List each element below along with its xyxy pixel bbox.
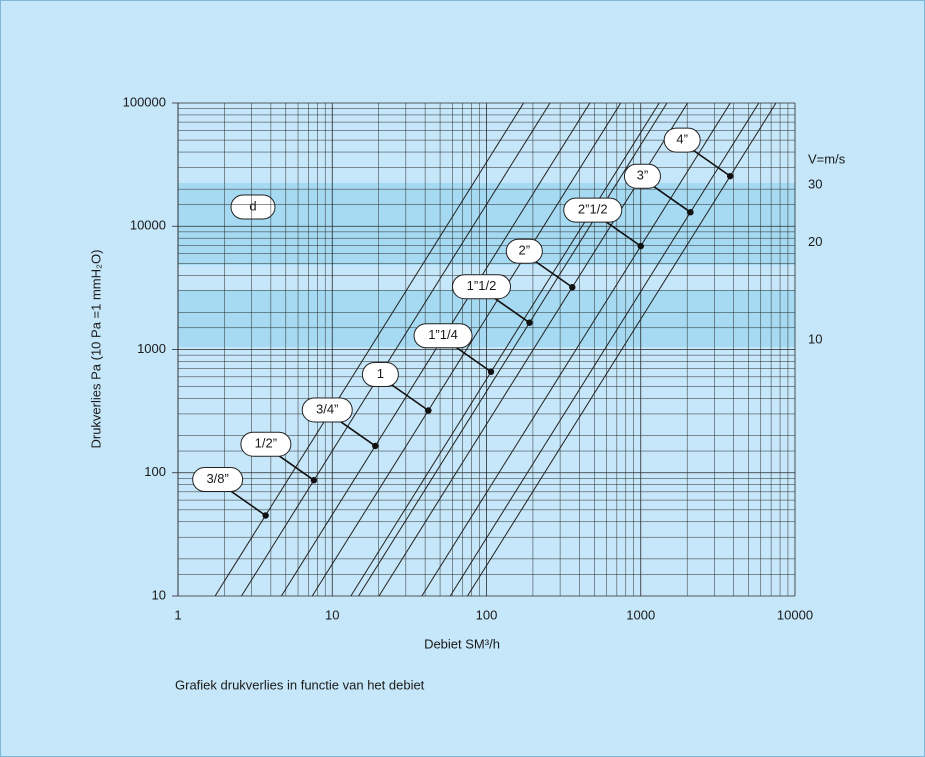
leader-line (600, 217, 642, 247)
x-tick-label: 10000 (777, 607, 813, 622)
pipe-line (280, 102, 591, 597)
pipe-line (421, 102, 731, 597)
pipe-marker (569, 284, 576, 291)
annotation: d (249, 198, 256, 213)
legend-label: 2” (519, 243, 531, 258)
pipe-marker (637, 242, 644, 250)
legend-pill (192, 466, 244, 492)
legend-label: 1”1/4 (428, 327, 458, 342)
legend-pill (240, 431, 292, 457)
y-tick-label: 100 (144, 464, 166, 479)
y-tick-label: 10 (152, 587, 166, 602)
x-tick-label: 100 (476, 607, 498, 622)
leader-line (273, 451, 315, 481)
pipe-line (358, 102, 668, 597)
y2-tick-label: 20 (808, 234, 822, 249)
leader-line (531, 258, 573, 288)
y-tick-label: 1000 (137, 341, 166, 356)
legend-pill (505, 238, 543, 264)
leader-line (387, 381, 429, 412)
leader-line (649, 183, 691, 213)
legend-label: 1”1/2 (467, 278, 497, 293)
legend-label: 1 (377, 366, 384, 381)
legend-label: 3” (637, 168, 649, 183)
x-tick-label: 1000 (626, 607, 655, 622)
leader-line (334, 417, 376, 447)
legend-label: 1/2” (255, 436, 277, 451)
pipe-marker (310, 477, 318, 484)
pipe-line (241, 102, 551, 597)
legend-pill (361, 361, 399, 387)
y-axis-label: Drukverlies Pa (10 Pa =1 mmH₂O) (88, 249, 103, 448)
y-tick-label: 10000 (130, 218, 166, 233)
x-tick-label: 1 (174, 607, 181, 622)
pipe-marker (726, 172, 734, 180)
pipe-marker (425, 407, 432, 414)
pipe-marker (526, 319, 533, 326)
leader-line (450, 343, 492, 373)
legend-label: 3/4” (316, 401, 338, 416)
x-tick-label: 10 (325, 607, 339, 622)
legend-pill (301, 397, 353, 423)
leader-line (225, 486, 267, 517)
caption: Grafiek drukverlies in functie van het d… (175, 677, 425, 692)
legend-pill (623, 163, 661, 189)
pipe-marker (687, 209, 694, 216)
y2-tick-label: 30 (808, 177, 822, 192)
x-axis-label: Debiet SM³/h (424, 636, 500, 651)
pipe-marker (262, 512, 269, 519)
legend-pill (451, 274, 511, 300)
pipe-line (311, 102, 622, 597)
legend-pill (413, 323, 473, 349)
pipe-line (449, 102, 760, 597)
pipe-line (350, 102, 660, 597)
y2-axis-label: V=m/s (808, 151, 846, 166)
pipe-line (467, 102, 777, 597)
annotation-pill (230, 194, 276, 220)
legend-pill (563, 197, 623, 223)
legend-pill (663, 127, 701, 153)
leader-line (689, 147, 731, 177)
pipe-marker (372, 442, 379, 450)
y-tick-label: 100000 (123, 94, 166, 109)
y2-tick-label: 10 (808, 332, 822, 347)
legend-label: 3/8” (206, 471, 228, 486)
leader-line (489, 294, 530, 324)
legend-label: 4” (676, 132, 688, 147)
pipe-marker (487, 368, 495, 375)
legend-label: 2”1/2 (578, 202, 608, 217)
